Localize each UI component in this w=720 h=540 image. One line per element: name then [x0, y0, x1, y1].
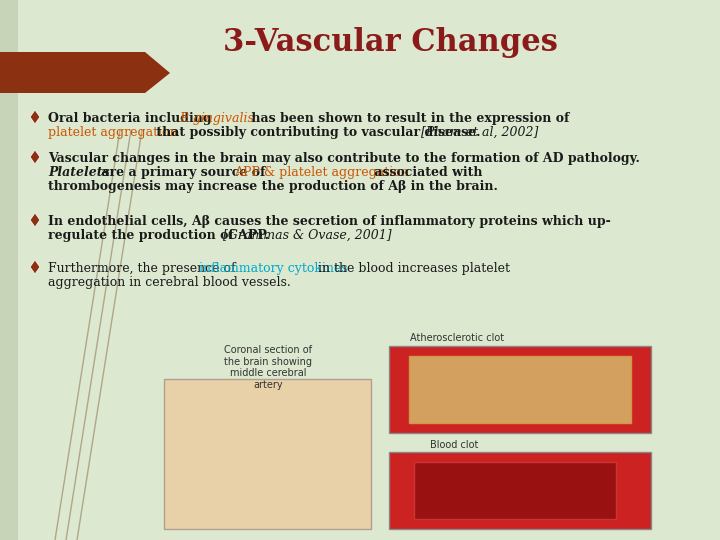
- Text: regulate the production of APP.: regulate the production of APP.: [48, 229, 274, 242]
- Text: Blood clot: Blood clot: [430, 440, 478, 450]
- Text: P. gingivalis: P. gingivalis: [179, 112, 254, 125]
- Polygon shape: [0, 52, 170, 93]
- FancyBboxPatch shape: [409, 356, 631, 423]
- Text: aggregation in cerebral blood vessels.: aggregation in cerebral blood vessels.: [48, 276, 291, 289]
- Bar: [0, 0, 18, 540]
- Text: in the blood increases platelet: in the blood increases platelet: [314, 262, 510, 275]
- Text: In endothelial cells, Aβ causes the secretion of inflammatory proteins which up-: In endothelial cells, Aβ causes the secr…: [48, 215, 611, 228]
- Text: Platelets: Platelets: [48, 166, 109, 179]
- Text: [Grammas & Ovase, 2001]: [Grammas & Ovase, 2001]: [223, 229, 392, 242]
- Text: Oral bacteria including: Oral bacteria including: [48, 112, 216, 125]
- Text: inflammatory cytokines: inflammatory cytokines: [199, 262, 348, 275]
- Text: has been shown to result in the expression of: has been shown to result in the expressi…: [248, 112, 570, 125]
- Polygon shape: [30, 110, 40, 124]
- Text: thrombogenesis may increase the production of Aβ in the brain.: thrombogenesis may increase the producti…: [48, 180, 498, 193]
- FancyBboxPatch shape: [389, 346, 651, 433]
- Polygon shape: [30, 150, 40, 164]
- FancyBboxPatch shape: [164, 379, 371, 529]
- Polygon shape: [30, 260, 40, 274]
- Text: Vascular changes in the brain may also contribute to the formation of AD patholo: Vascular changes in the brain may also c…: [48, 152, 640, 165]
- FancyBboxPatch shape: [414, 462, 616, 519]
- FancyBboxPatch shape: [389, 452, 651, 529]
- Text: 3-Vascular Changes: 3-Vascular Changes: [222, 26, 557, 57]
- Text: platelet aggregation: platelet aggregation: [48, 126, 178, 139]
- Text: Coronal section of
the brain showing
middle cerebral
artery: Coronal section of the brain showing mid…: [224, 345, 312, 390]
- Text: Atherosclerotic clot: Atherosclerotic clot: [410, 333, 504, 343]
- Text: APP & platelet aggregation: APP & platelet aggregation: [234, 166, 409, 179]
- Text: associated with: associated with: [370, 166, 482, 179]
- Text: Furthermore, the presence of: Furthermore, the presence of: [48, 262, 240, 275]
- Text: are a primary source of: are a primary source of: [97, 166, 270, 179]
- Polygon shape: [30, 213, 40, 227]
- Text: that possibly contributing to vascular disease.: that possibly contributing to vascular d…: [153, 126, 485, 139]
- Text: [Pham et al, 2002]: [Pham et al, 2002]: [421, 126, 539, 139]
